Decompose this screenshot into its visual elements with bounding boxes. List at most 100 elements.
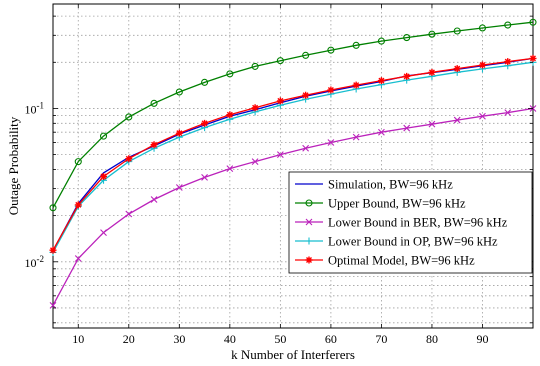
- x-marker: [226, 165, 234, 173]
- data-point: [125, 210, 133, 218]
- series-line: [52, 61, 534, 253]
- data-point: [251, 104, 259, 112]
- x-marker: [150, 196, 158, 203]
- x-tick-label: 70: [375, 332, 387, 346]
- series-line: [52, 107, 534, 306]
- star-marker-core: [329, 88, 333, 92]
- data-point: [251, 62, 259, 70]
- star-marker-core: [228, 112, 232, 117]
- circle-marker: [377, 37, 385, 45]
- star-marker-core: [278, 99, 283, 103]
- data-point: [201, 78, 209, 86]
- data-point: [352, 133, 360, 141]
- data-point: [175, 184, 183, 191]
- data-point: [74, 158, 82, 166]
- legend-entry: Upper Bound, BW=96 kHz: [295, 197, 466, 211]
- series-line: [52, 21, 534, 209]
- x-tick-label: 60: [325, 332, 337, 346]
- data-point: [352, 81, 360, 89]
- data-point: [226, 111, 234, 119]
- legend-box: [288, 171, 533, 274]
- data-point: [453, 27, 461, 35]
- series-5: [49, 54, 537, 254]
- data-point: [479, 112, 486, 120]
- x-marker: [428, 120, 436, 128]
- data-point: [302, 91, 310, 99]
- series-2: [49, 18, 537, 212]
- data-point: [302, 144, 310, 152]
- data-point: [49, 246, 57, 254]
- legend-label: Upper Bound, BW=96 kHz: [328, 197, 466, 211]
- data-point: [226, 165, 234, 173]
- star-marker-core: [531, 56, 535, 61]
- x-marker: [352, 133, 360, 141]
- data-point: [504, 21, 512, 29]
- data-point: [428, 120, 436, 128]
- y-axis-label: Outage Probability: [6, 116, 21, 215]
- data-point: [453, 116, 461, 124]
- legend-entry: Simulation, BW=96 kHz: [295, 178, 453, 192]
- star-marker-core: [152, 142, 156, 147]
- circle-marker: [276, 57, 284, 65]
- series-3: [49, 105, 537, 309]
- data-point: [302, 51, 310, 59]
- data-point: [74, 201, 82, 209]
- data-point: [428, 30, 436, 38]
- x-marker: [125, 210, 133, 218]
- star-marker-core: [253, 105, 257, 110]
- legend-marker: [305, 218, 313, 226]
- data-point: [100, 172, 108, 180]
- circle-marker: [125, 113, 133, 121]
- data-point: [403, 34, 411, 42]
- x-tick-label: 40: [224, 332, 236, 346]
- circle-marker: [352, 41, 360, 49]
- data-point: [175, 129, 183, 137]
- circle-marker: [150, 99, 158, 107]
- x-tick-label: 30: [173, 332, 185, 346]
- x-tick-label: 50: [274, 332, 286, 346]
- x-tick-label: 20: [123, 332, 135, 346]
- data-point: [276, 97, 284, 105]
- legend-entry: Lower Bound in BER, BW=96 kHz: [295, 216, 508, 230]
- circle-marker: [175, 88, 183, 96]
- data-point: [378, 128, 385, 136]
- data-point: [327, 86, 335, 94]
- y-tick-label: 10-2: [25, 254, 45, 270]
- data-point: [276, 57, 284, 65]
- circle-marker: [49, 204, 57, 212]
- data-point: [201, 174, 208, 181]
- circle-marker: [201, 78, 209, 86]
- star-marker-core: [303, 93, 308, 98]
- star-marker-core: [202, 121, 207, 126]
- x-marker: [479, 112, 486, 120]
- data-point: [125, 155, 133, 163]
- x-marker: [175, 184, 183, 191]
- star-marker-core: [51, 248, 55, 253]
- data-point: [478, 24, 487, 32]
- circle-marker: [226, 70, 234, 78]
- x-marker: [201, 174, 208, 181]
- data-point: [74, 255, 82, 262]
- series-line: [52, 57, 534, 251]
- data-point: [504, 58, 512, 66]
- x-marker: [305, 218, 313, 226]
- data-point: [100, 229, 107, 236]
- x-tick-label: 80: [426, 332, 438, 346]
- data-point: [99, 132, 108, 140]
- data-point: [478, 61, 486, 69]
- x-marker: [378, 128, 385, 136]
- data-point: [403, 72, 411, 80]
- circle-marker: [74, 158, 82, 166]
- x-axis-ticks: 10 20 30 40 50 60 70 80 90: [72, 4, 488, 346]
- star-marker-core: [505, 59, 510, 64]
- star-marker-core: [307, 258, 311, 262]
- circle-marker: [428, 30, 436, 38]
- plot-frame: [52, 3, 534, 329]
- x-marker: [453, 116, 461, 124]
- data-point: [529, 54, 537, 62]
- star-marker-core: [480, 63, 485, 67]
- star-marker-core: [354, 83, 358, 87]
- data-point: [150, 196, 158, 203]
- data-point: [504, 109, 512, 116]
- x-marker: [74, 255, 82, 262]
